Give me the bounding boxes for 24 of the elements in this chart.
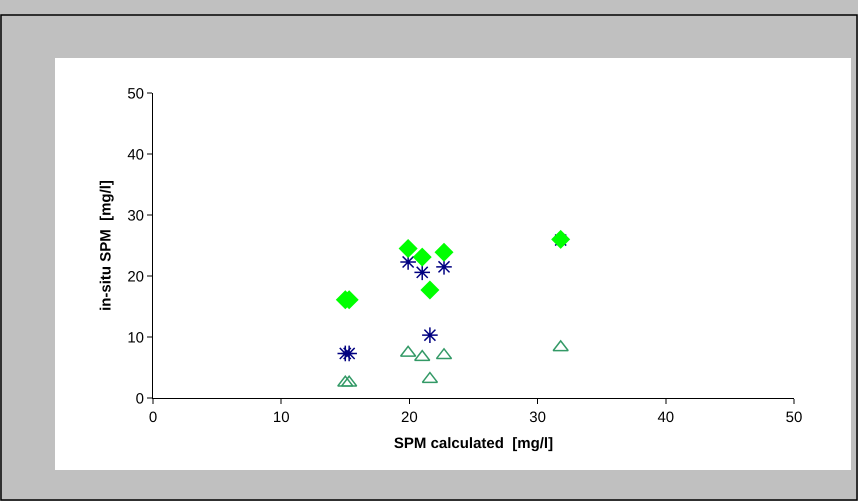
x-tick-label: 10 [272, 409, 290, 426]
y-tick-label: 40 [127, 146, 144, 164]
x-tick-label: 20 [401, 409, 418, 426]
x-tick-label: 40 [657, 409, 674, 426]
x-tick-label: 50 [786, 409, 802, 426]
y-axis-title: in-situ SPM [mg/l] [98, 180, 115, 311]
y-tick-label: 10 [127, 329, 144, 346]
y-tick-label: 30 [127, 207, 144, 224]
y-tick-label: 20 [127, 268, 144, 286]
point [398, 239, 418, 258]
point [414, 264, 431, 281]
x-tick-label: 0 [148, 409, 158, 426]
y-tick-label: 50 [127, 85, 144, 102]
point [414, 350, 430, 362]
y-tick-label: 0 [136, 390, 144, 408]
point [434, 243, 454, 262]
x-tick-label: 30 [529, 409, 546, 426]
point [420, 280, 440, 300]
point [413, 248, 432, 266]
point [336, 344, 354, 362]
point [422, 372, 438, 384]
point [421, 326, 438, 344]
point [340, 344, 358, 362]
x-axis-title: SPM calculated [mg/l] [394, 435, 554, 452]
